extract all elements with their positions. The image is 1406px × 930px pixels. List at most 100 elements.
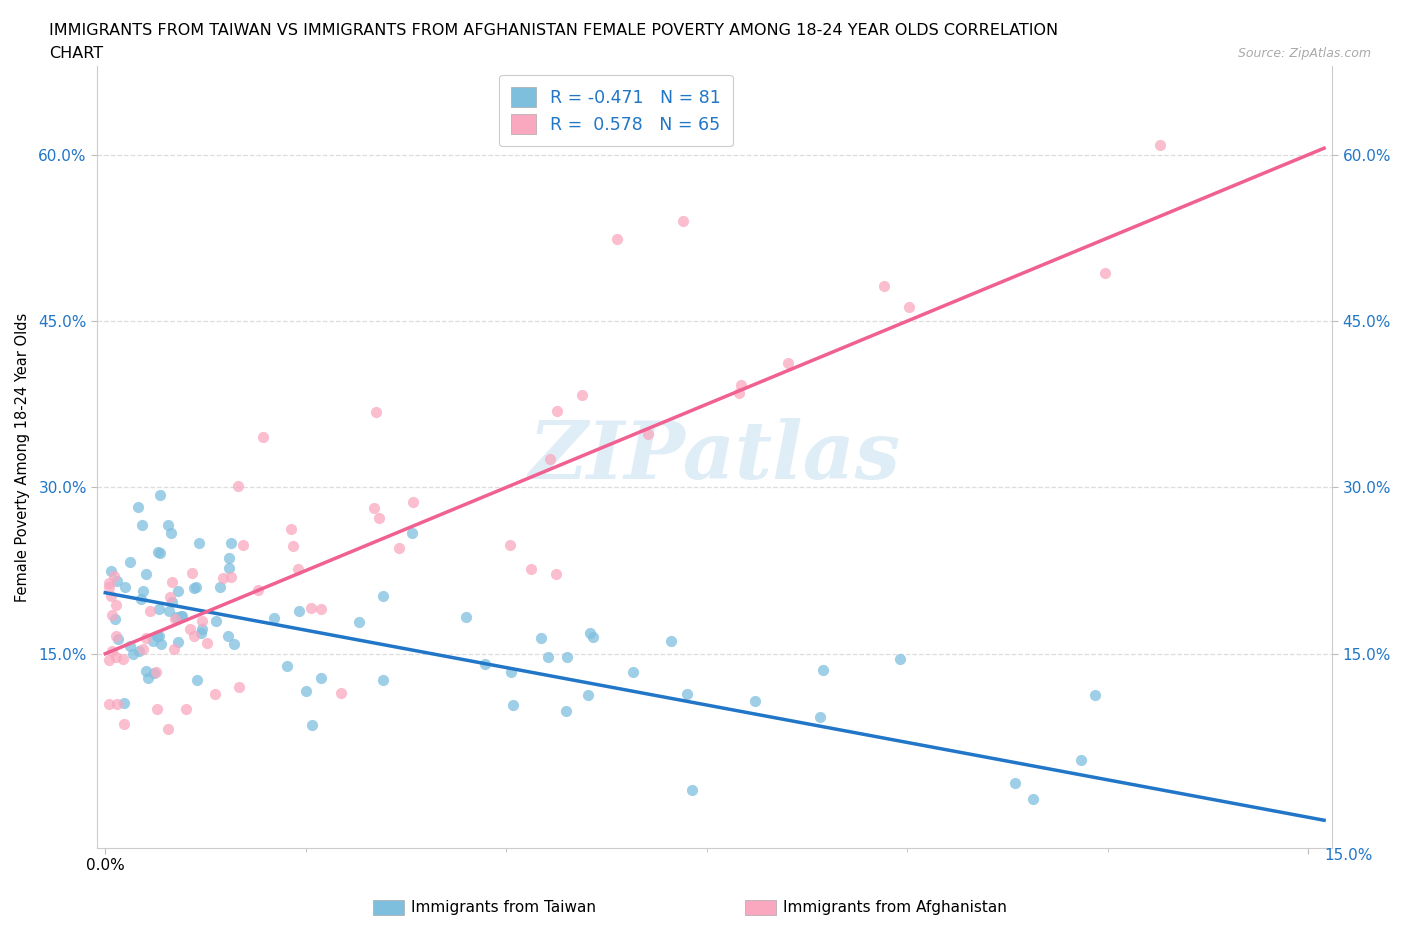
Point [224,636,246,651]
Point [143,665,166,680]
Point [112,652,135,667]
Point [128,644,150,658]
Point [186,672,208,687]
Point [170,609,193,624]
Point [1149,138,1171,153]
Point [183,628,205,643]
Point [287,561,309,576]
Point [546,404,568,418]
Point [606,232,628,246]
Point [103,611,125,626]
Point [538,452,561,467]
Point [557,650,579,665]
Point [576,687,599,702]
Point [104,628,127,643]
Point [181,565,204,580]
Point [456,609,478,624]
Point [101,644,124,658]
Point [122,646,145,661]
Point [118,555,141,570]
Point [174,701,197,716]
Point [309,602,332,617]
Text: 15.0%: 15.0% [1324,848,1372,863]
Point [135,631,157,645]
Text: IMMIGRANTS FROM TAIWAN VS IMMIGRANTS FROM AFGHANISTAN FEMALE POVERTY AMONG 18-24: IMMIGRANTS FROM TAIWAN VS IMMIGRANTS FRO… [49,23,1059,38]
Point [897,299,920,314]
Point [157,518,180,533]
Point [148,602,170,617]
Point [276,658,298,673]
Point [157,604,180,618]
Point [188,536,211,551]
Point [135,663,157,678]
Point [159,590,181,604]
Text: CHART: CHART [49,46,103,61]
Point [191,614,214,629]
Point [129,591,152,606]
Point [621,664,644,679]
Point [159,525,181,540]
Point [132,583,155,598]
Point [1084,688,1107,703]
Y-axis label: Female Poverty Among 18-24 Year Olds: Female Poverty Among 18-24 Year Olds [15,312,30,602]
Point [671,214,693,229]
Point [100,564,122,578]
Point [294,684,316,698]
Point [135,567,157,582]
Point [288,604,311,618]
Point [301,718,323,733]
Text: Source: ZipAtlas.com: Source: ZipAtlas.com [1237,46,1371,60]
Point [204,686,226,701]
Point [366,405,388,419]
Point [808,710,831,724]
Point [263,610,285,625]
Point [167,583,190,598]
Point [889,651,911,666]
Point [149,545,172,560]
Point [309,671,332,685]
Point [728,386,751,401]
Point [536,649,558,664]
Point [172,608,194,623]
Point [98,652,121,667]
Point [167,634,190,649]
Point [148,488,170,503]
Point [217,629,239,644]
Point [571,387,593,402]
Point [546,566,568,581]
Point [165,610,187,625]
Point [247,582,270,597]
Point [280,522,302,537]
Point [160,575,183,590]
Point [131,517,153,532]
Point [873,278,896,293]
Point [519,562,541,577]
Point [138,604,160,618]
Point [371,673,394,688]
Point [221,569,243,584]
Point [114,579,136,594]
Point [659,633,682,648]
Point [1022,792,1045,807]
Point [637,426,659,441]
Point [132,641,155,656]
Point [579,626,602,641]
Point [184,579,207,594]
Point [100,589,122,604]
Point [499,538,522,552]
Point [218,551,240,565]
Text: Immigrants from Afghanistan: Immigrants from Afghanistan [783,900,1007,915]
Point [148,544,170,559]
Point [530,631,553,645]
Point [388,540,411,555]
Point [191,622,214,637]
Point [744,694,766,709]
Point [156,721,179,736]
Point [555,704,578,719]
Point [127,499,149,514]
Point [103,568,125,583]
Point [776,356,799,371]
Point [120,638,142,653]
Point [474,657,496,671]
Point [105,697,128,711]
